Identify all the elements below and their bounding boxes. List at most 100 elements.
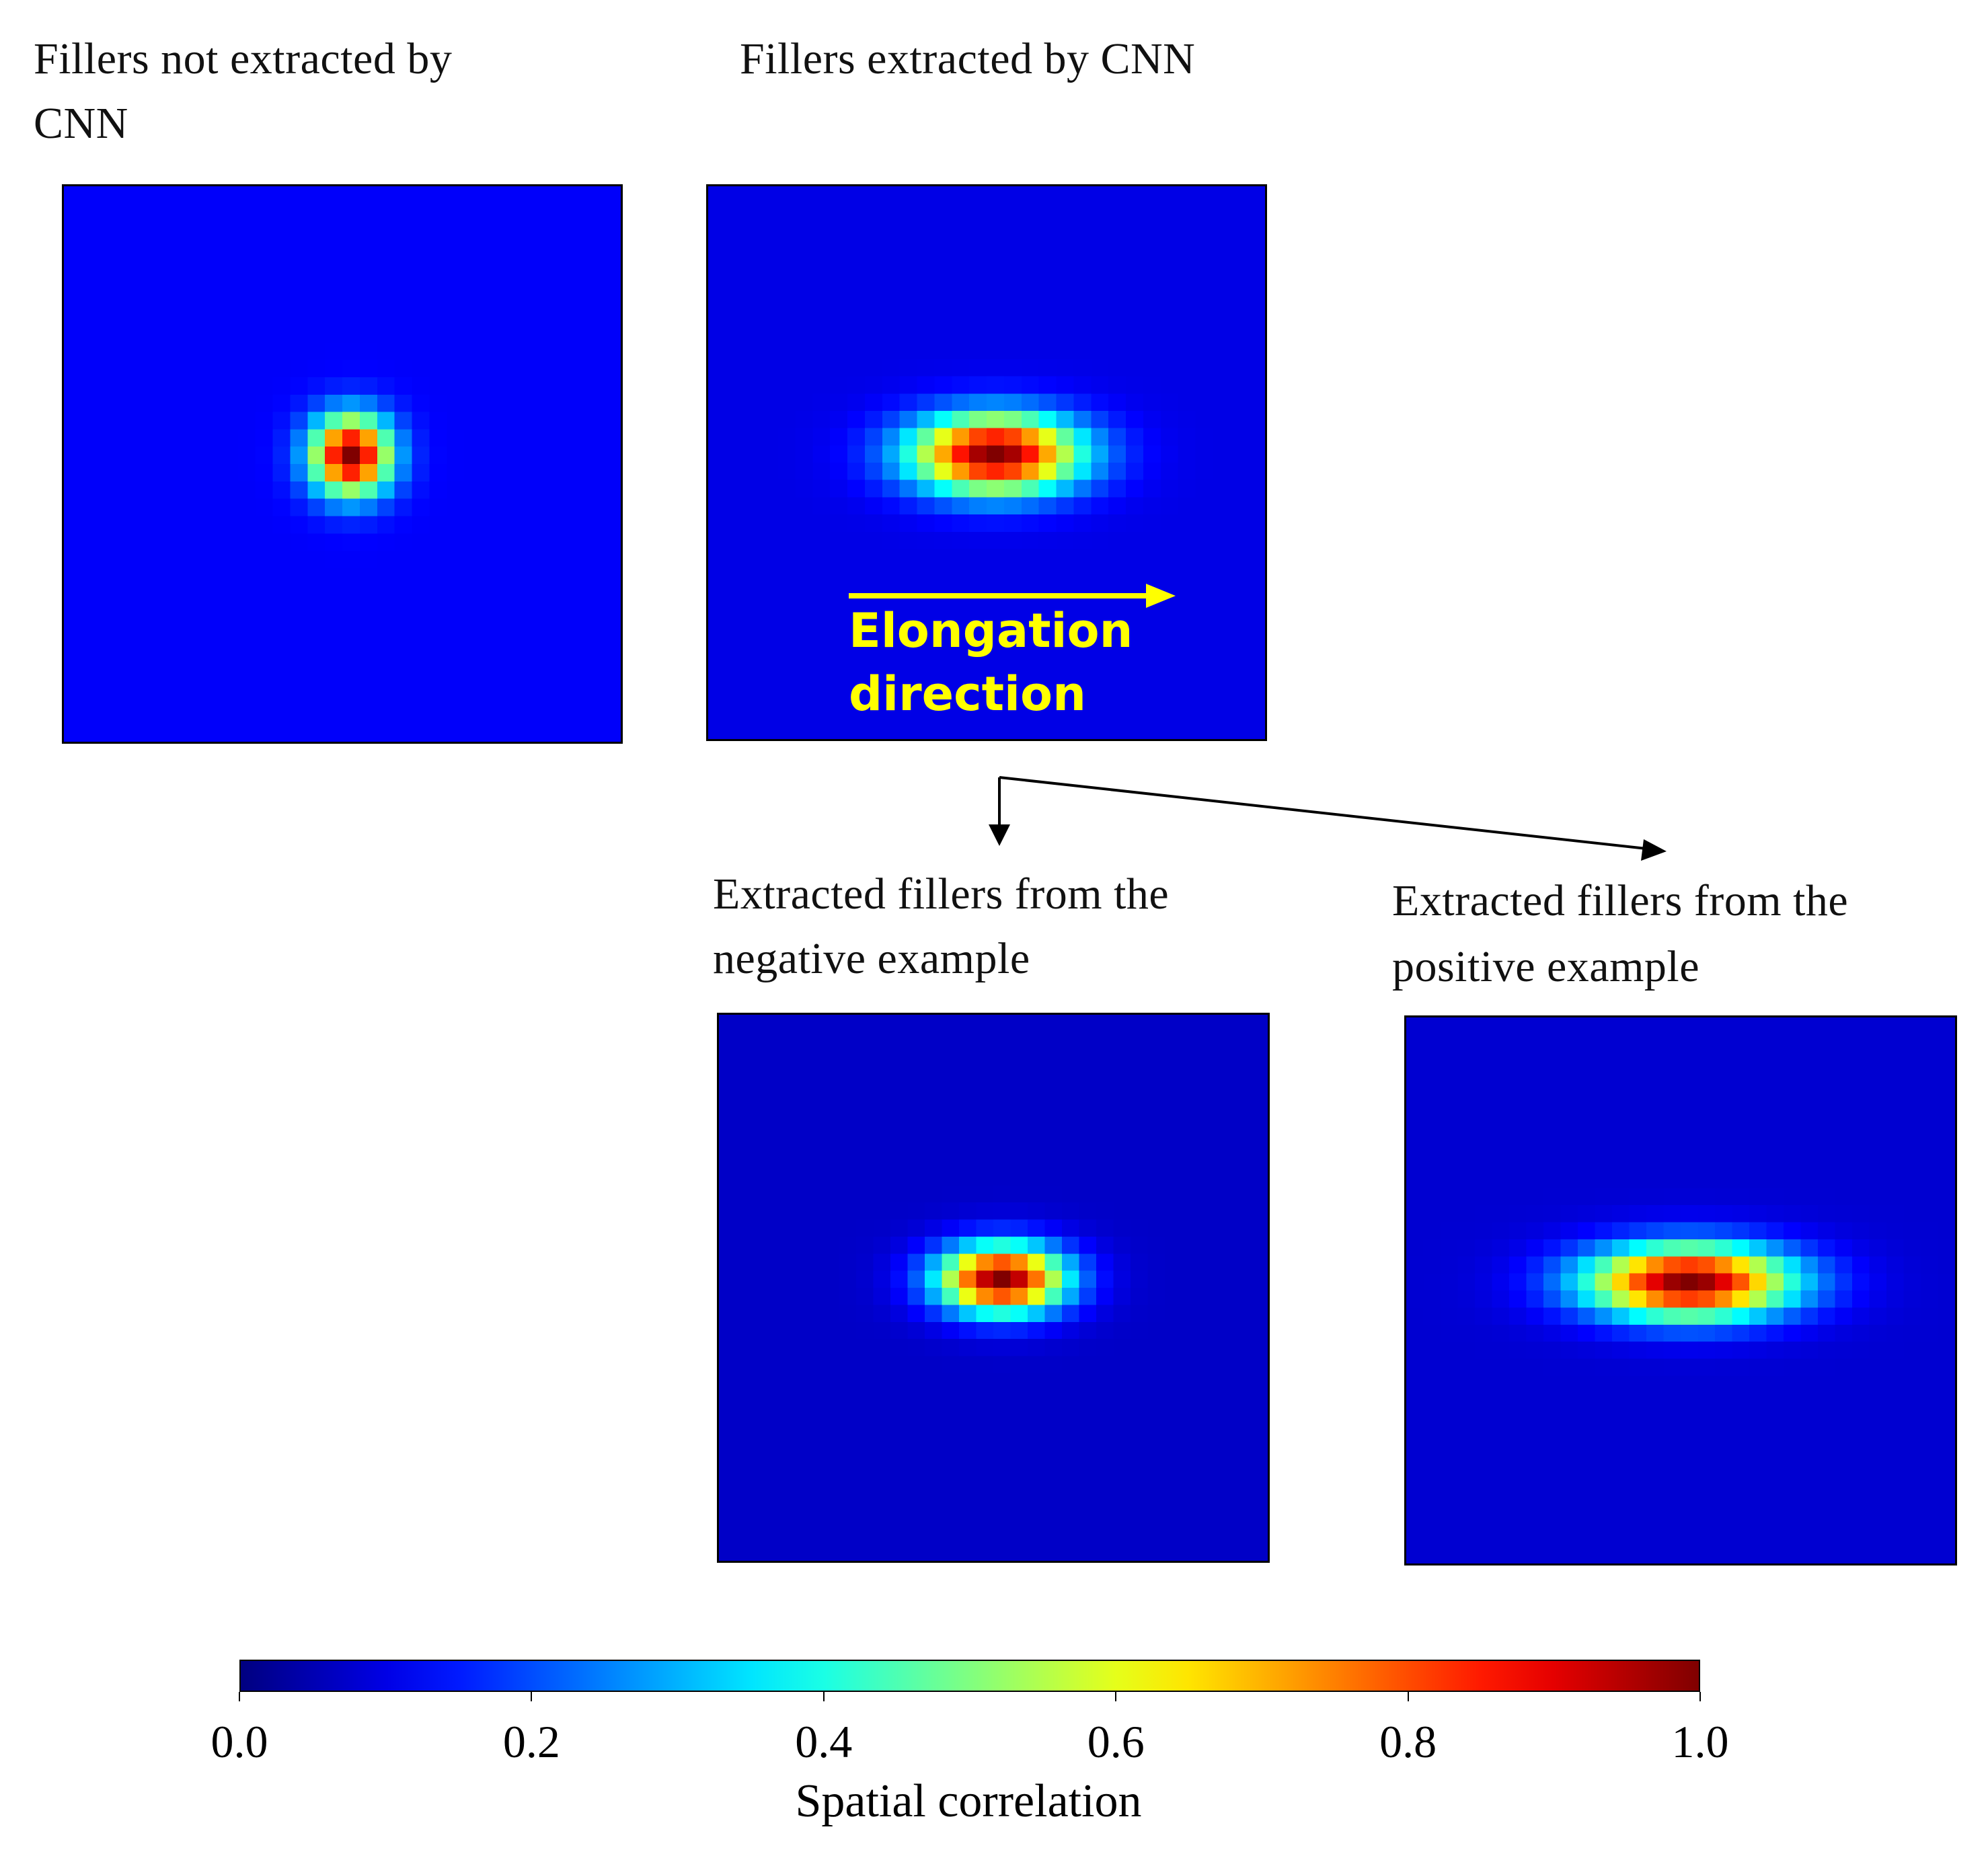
heatmap-cell: [864, 479, 883, 498]
heatmap-cell: [708, 290, 726, 308]
heatmap-cell: [81, 377, 100, 395]
heatmap-cell: [272, 585, 291, 604]
heatmap-cell: [804, 1066, 823, 1084]
heatmap-cell: [255, 221, 274, 239]
heatmap-cell: [290, 585, 308, 604]
heatmap-cell: [804, 1202, 823, 1221]
heatmap-cell: [307, 394, 326, 413]
heatmap-cell: [1131, 1066, 1149, 1084]
heatmap-cell: [812, 255, 831, 273]
heatmap-cell: [952, 255, 970, 273]
heatmap-cell: [1073, 704, 1092, 722]
heatmap-cell: [482, 464, 500, 482]
heatmap-cell: [1213, 463, 1231, 481]
heatmap-cell: [1126, 687, 1144, 705]
heatmap-cell: [1126, 358, 1144, 377]
heatmap-cell: [203, 238, 221, 256]
heatmap-cell: [708, 601, 726, 619]
heatmap-cell: [1108, 342, 1126, 360]
heatmap-cell: [777, 549, 796, 567]
heatmap-cell: [151, 585, 169, 604]
heatmap-cell: [394, 307, 413, 326]
heatmap-cell: [429, 516, 447, 534]
heatmap-cell: [203, 429, 221, 447]
heatmap-cell: [882, 670, 901, 688]
heatmap-cell: [1062, 1099, 1080, 1118]
heatmap-cell: [873, 1066, 891, 1084]
heatmap-cell: [1096, 1185, 1114, 1203]
heatmap-cell: [1062, 1066, 1080, 1084]
heatmap-cell: [1131, 1048, 1149, 1067]
heatmap-cell: [987, 203, 1005, 221]
heatmap-cell: [708, 410, 726, 429]
heatmap-cell: [1195, 290, 1213, 308]
heatmap-cell: [151, 551, 169, 569]
heatmap-cell: [976, 1236, 994, 1254]
heatmap-cell: [719, 1083, 737, 1101]
heatmap-cell: [151, 464, 169, 482]
heatmap-cell: [1143, 670, 1161, 688]
heatmap-cell: [412, 342, 430, 360]
heatmap-cell: [1073, 514, 1092, 533]
heatmap-cell: [255, 481, 274, 500]
heatmap-cell: [1131, 1236, 1149, 1254]
heatmap-cell: [551, 707, 569, 725]
heatmap-cell: [1028, 1083, 1046, 1101]
heatmap-cell: [81, 533, 100, 551]
heatmap-cell: [788, 1151, 806, 1169]
heatmap-cell: [1165, 1066, 1183, 1084]
heatmap-cell: [1248, 324, 1265, 342]
heatmap-cell: [812, 203, 831, 221]
heatmap-cell: [237, 256, 256, 274]
heatmap-cell: [394, 654, 413, 673]
heatmap-cell: [1213, 186, 1231, 204]
heatmap-cell: [812, 358, 831, 377]
heatmap-cell: [1108, 687, 1126, 705]
heatmap-cell: [498, 412, 517, 430]
heatmap-cell: [1044, 1168, 1063, 1186]
heatmap-cell: [1195, 497, 1213, 515]
heatmap-cell: [81, 516, 100, 534]
heatmap-cell: [133, 256, 151, 274]
heatmap-cell: [133, 585, 151, 604]
heatmap-cell: [882, 290, 901, 308]
heatmap-cell: [1131, 1168, 1149, 1186]
heatmap-cell: [203, 672, 221, 691]
heatmap-cell: [1178, 376, 1196, 394]
heatmap-cell: [1038, 704, 1057, 722]
heatmap-cell: [882, 376, 901, 394]
heatmap-cell: [873, 1236, 891, 1254]
heatmap-cell: [987, 342, 1005, 360]
heatmap-cell: [1073, 393, 1092, 412]
heatmap-cell: [742, 221, 761, 239]
heatmap-cell: [864, 342, 883, 360]
heatmap-cell: [186, 551, 204, 569]
heatmap-cell: [533, 377, 552, 395]
heatmap-cell: [1126, 445, 1144, 463]
heatmap-cell: [429, 203, 447, 222]
heatmap-cell: [168, 186, 186, 204]
heatmap-cell: [1003, 290, 1022, 308]
heatmap-cell: [1003, 358, 1022, 377]
heatmap-cell: [777, 531, 796, 549]
heatmap-cell: [1213, 307, 1231, 325]
heatmap-cell: [603, 429, 621, 447]
heatmap-cell: [830, 393, 848, 412]
heatmap-cell: [394, 585, 413, 604]
heatmap-cell: [464, 620, 482, 638]
heatmap-cell: [1126, 601, 1144, 619]
heatmap-cell: [516, 689, 535, 707]
heatmap-cell: [568, 481, 586, 500]
heatmap-cell: [586, 273, 604, 291]
heatmap-cell: [359, 203, 378, 222]
heatmap-cell: [1216, 1219, 1234, 1237]
heatmap-grid: [719, 1015, 1268, 1561]
heatmap-cell: [1160, 290, 1179, 308]
heatmap-cell: [925, 1219, 943, 1237]
heatmap-cell: [1028, 1048, 1046, 1067]
heatmap-cell: [237, 377, 256, 395]
heatmap-cell: [551, 585, 569, 604]
heatmap-cell: [412, 585, 430, 604]
heatmap-cell: [220, 256, 239, 274]
heatmap-cell: [64, 481, 82, 500]
